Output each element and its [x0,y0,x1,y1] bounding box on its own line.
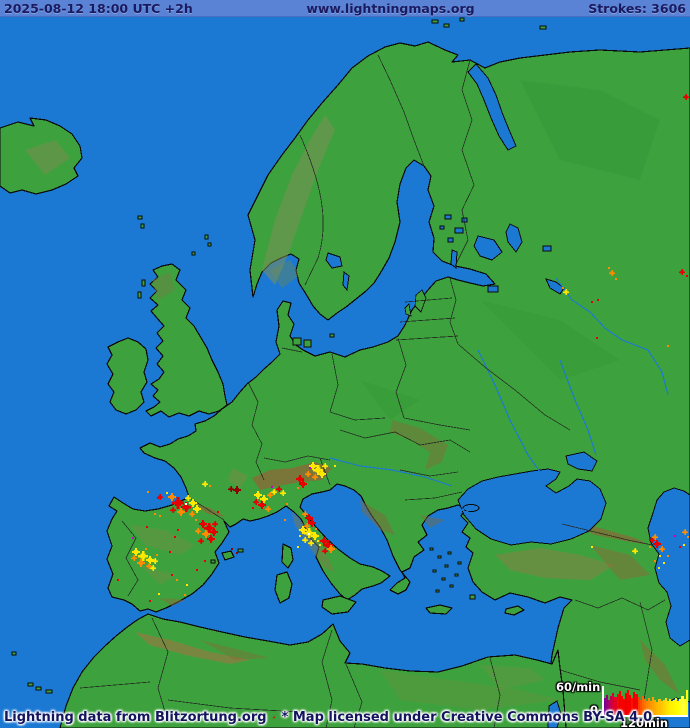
land-africa [59,613,567,728]
land-cyprus [504,605,525,616]
small-islands [11,17,547,694]
legend-zero-label: 0 [589,703,598,717]
red-sea-tip [547,700,562,728]
strike-icon [271,714,277,721]
legend-ymax-label: 60/min [556,680,601,694]
lightning-strikes-layer [117,94,689,602]
land-mallorca [221,550,235,561]
credit-text: Lightning data from Blitzortung.org [4,710,267,725]
strokes-counter: Strokes: 3606 [588,0,686,16]
license-text: * Map licensed under Creative Commons BY… [281,710,653,725]
lake-rybinsk [545,278,565,295]
site-title: www.lightningmaps.org [306,0,475,16]
legend-xaxis-label: 120min [619,716,669,728]
land-sicily [321,595,357,615]
lake-vattern [342,271,350,292]
land-crete [425,604,453,615]
sea-of-azov [565,451,598,472]
caspian-sea [647,487,690,647]
land-corsica [281,543,294,569]
rate-histogram [602,686,688,717]
lake-vanern [325,252,343,269]
lake-onega [505,223,523,253]
lake-ladoga [473,235,503,261]
terrain-shading [25,80,680,710]
country-borders [79,54,666,728]
white-sea [467,63,517,151]
rivers [329,277,669,515]
footer-credit-bar: Lightning data from Blitzortung.org * Ma… [4,710,652,725]
land-sardinia [274,571,293,604]
land-ireland [106,337,149,415]
top-status-bar: 2025-08-12 18:00 UTC +2h www.lightningma… [0,0,690,17]
small-lakes [439,214,552,293]
map-datetime: 2025-08-12 18:00 UTC +2h [4,0,193,16]
land-great-britain [145,263,228,418]
lake-peipus [450,249,458,269]
